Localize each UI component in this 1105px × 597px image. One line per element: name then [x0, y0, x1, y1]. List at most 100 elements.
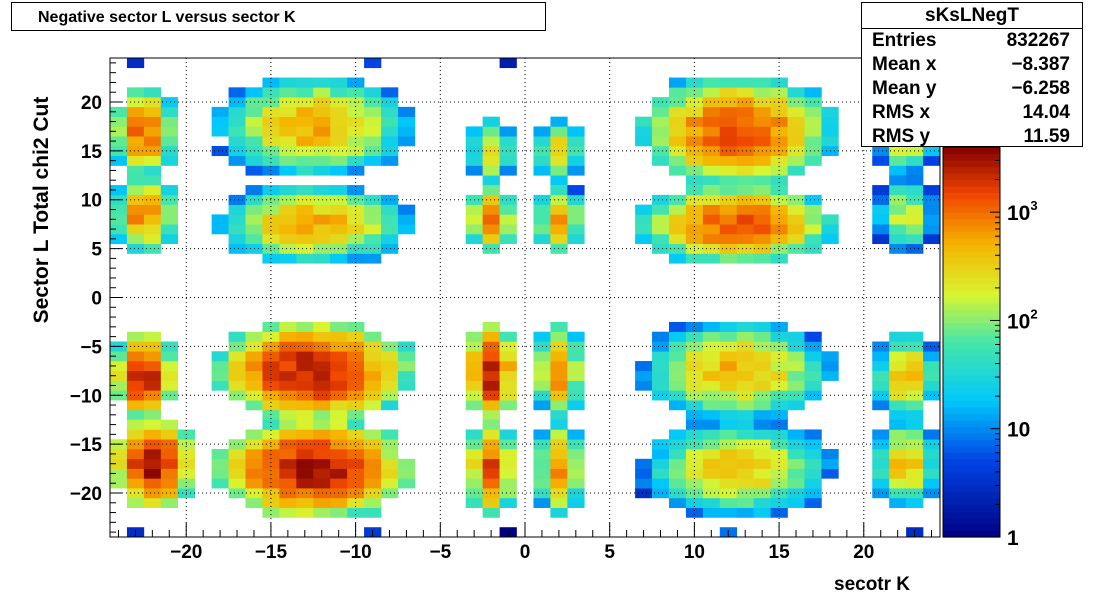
heatmap-cell — [126, 419, 145, 430]
heatmap-cell — [296, 145, 314, 157]
x-tick-label: 0 — [520, 542, 531, 563]
heatmap-cell — [736, 77, 754, 88]
heatmap-cell — [550, 497, 568, 508]
heatmap-cell — [110, 136, 128, 147]
heatmap-cell — [262, 478, 280, 489]
heatmap-cell — [330, 351, 348, 362]
heatmap-cell — [804, 429, 822, 440]
heatmap-cell — [347, 87, 365, 98]
colorbar-segment — [943, 426, 1000, 434]
heatmap-cell — [550, 400, 568, 411]
heatmap-cell — [550, 224, 568, 235]
heatmap-cell — [330, 409, 348, 420]
heatmap-cell — [889, 165, 907, 176]
heatmap-cell — [364, 97, 382, 108]
heatmap-cell — [736, 507, 754, 518]
heatmap-cell — [347, 116, 365, 127]
heatmap-cell — [889, 429, 907, 440]
heatmap-cell — [143, 214, 162, 225]
heatmap-cell — [719, 224, 738, 235]
heatmap-cell — [313, 409, 331, 420]
heatmap-cell — [279, 145, 297, 157]
heatmap-cell — [923, 194, 941, 205]
heatmap-cell — [211, 145, 229, 157]
heatmap-cell — [160, 361, 179, 372]
heatmap-cell — [550, 136, 568, 147]
heatmap-cell — [804, 204, 822, 215]
heatmap-cell — [313, 233, 331, 245]
heatmap-cell — [143, 351, 162, 362]
heatmap-cell — [702, 126, 721, 137]
heatmap-cell — [228, 126, 246, 137]
heatmap-cell — [533, 458, 551, 469]
heatmap-cell — [821, 224, 839, 235]
heatmap-cell — [804, 331, 822, 342]
heatmap-cell — [906, 224, 924, 235]
heatmap-cell — [736, 204, 754, 215]
heatmap-cell — [313, 449, 331, 460]
heatmap-cell — [736, 224, 754, 235]
colorbar-segment — [943, 277, 1000, 285]
heatmap-cell — [804, 194, 822, 205]
heatmap-cell — [753, 478, 771, 489]
heatmap-cell — [364, 429, 382, 440]
heatmap-cell — [736, 145, 754, 157]
heatmap-cell — [889, 449, 907, 460]
heatmap-cell — [770, 351, 788, 362]
heatmap-cell — [719, 106, 738, 117]
heatmap-cell — [211, 380, 229, 391]
heatmap-cell — [126, 449, 145, 460]
heatmap-cell — [482, 194, 500, 205]
heatmap-cell — [550, 488, 568, 499]
heatmap-cell — [719, 429, 738, 440]
heatmap-cell — [347, 204, 365, 215]
heatmap-cell — [228, 468, 246, 479]
heatmap-cell — [567, 224, 585, 235]
heatmap-cell — [923, 380, 941, 391]
heatmap-cell — [364, 449, 382, 460]
heatmap-cell — [499, 370, 517, 381]
heatmap-cell — [635, 136, 653, 147]
heatmap-cell — [770, 175, 788, 186]
heatmap-cell — [126, 429, 145, 440]
heatmap-cell — [923, 341, 941, 352]
heatmap-cell — [533, 204, 551, 215]
colorbar-segment — [943, 472, 1000, 480]
heatmap-cell — [499, 194, 517, 205]
heatmap-cell — [110, 449, 128, 460]
heatmap-cell — [499, 361, 517, 372]
heatmap-cell — [550, 116, 568, 127]
heatmap-cell — [381, 106, 399, 117]
heatmap-cell — [347, 126, 365, 137]
heatmap-cell — [245, 224, 263, 235]
heatmap-cell — [872, 351, 890, 362]
heatmap-cell — [889, 185, 907, 196]
heatmap-cell — [668, 321, 687, 333]
heatmap-cell — [499, 351, 517, 362]
heatmap-cell — [126, 351, 145, 362]
heatmap-cell — [821, 361, 839, 372]
heatmap-cell — [635, 361, 653, 372]
heatmap-cell — [160, 97, 179, 108]
heatmap-cell — [397, 224, 416, 235]
heatmap-cell — [143, 116, 162, 127]
heatmap-cell — [685, 126, 704, 137]
heatmap-cell — [533, 136, 551, 147]
heatmap-cell — [279, 351, 297, 362]
heatmap-cell — [567, 204, 585, 215]
heatmap-cell — [923, 390, 941, 401]
heatmap-cell — [364, 136, 382, 147]
heatmap-cell — [753, 429, 771, 440]
heatmap-cell — [262, 439, 280, 450]
heatmap-cell — [126, 136, 145, 147]
heatmap-cell — [262, 468, 280, 479]
heatmap-cell — [567, 136, 585, 147]
heatmap-cell — [685, 370, 704, 381]
heatmap-cell — [668, 468, 687, 479]
heatmap-cell — [736, 175, 754, 186]
heatmap-cell — [923, 478, 941, 489]
colorbar-segment — [943, 205, 1000, 213]
heatmap-cell — [719, 419, 738, 430]
heatmap-cell — [160, 390, 179, 401]
heatmap-cell — [482, 419, 500, 430]
